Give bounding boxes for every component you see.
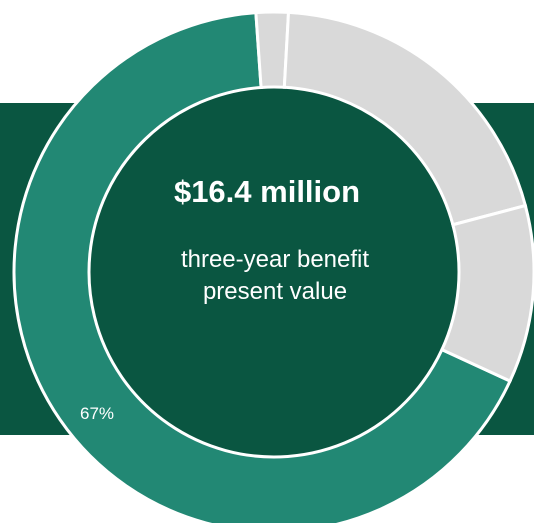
center-headline: $16.4 million bbox=[173, 174, 361, 209]
donut-slice-0 bbox=[12, 11, 513, 523]
slice-data-label-0: 67% bbox=[80, 404, 115, 423]
center-subtext-line-1: three-year benefit bbox=[180, 246, 370, 273]
donut-center-disc bbox=[89, 87, 459, 457]
center-subtext-line-2: present value bbox=[202, 278, 348, 305]
center-label: $16.4 million three-year benefit present… bbox=[127, 150, 407, 308]
center-subtext: three-year benefit present value bbox=[127, 244, 407, 308]
